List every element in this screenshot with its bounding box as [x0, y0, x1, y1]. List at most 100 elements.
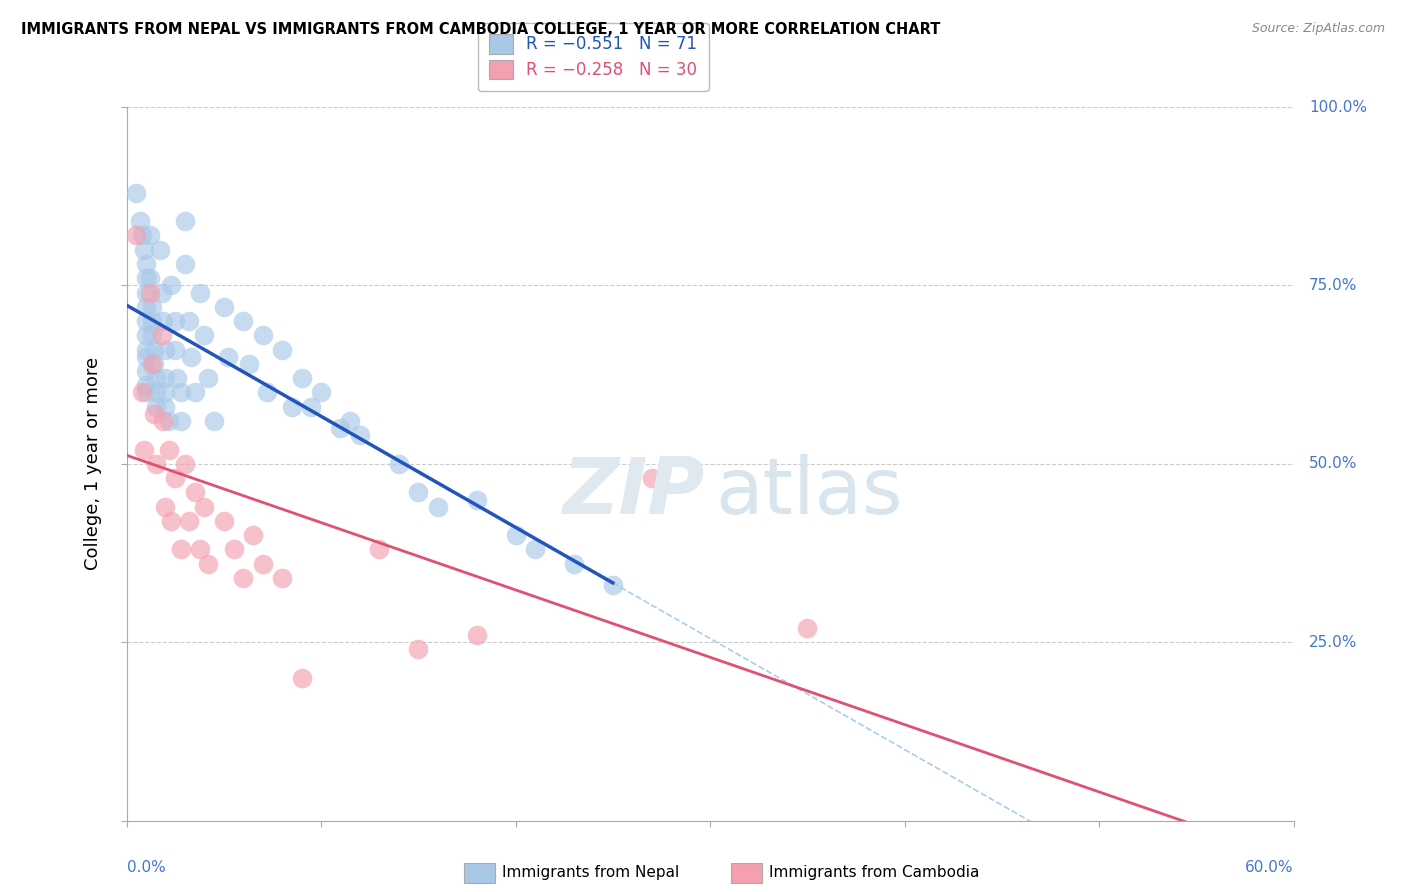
Point [165, 343, 187, 357]
Text: 100.0%: 100.0% [1309, 100, 1367, 114]
Point [135, 350, 157, 364]
Point [232, 314, 254, 328]
Point [505, 528, 527, 542]
Point [139, 228, 162, 243]
Point [193, 328, 215, 343]
Point [155, 343, 177, 357]
Point [165, 314, 187, 328]
Point [796, 621, 818, 635]
Point [281, 400, 304, 414]
Point [142, 343, 165, 357]
Point [465, 492, 488, 507]
Point [125, 228, 148, 243]
Point [197, 557, 219, 571]
Point [131, 228, 153, 243]
Point [197, 371, 219, 385]
Point [157, 442, 180, 457]
Point [135, 314, 157, 328]
Point [190, 285, 212, 300]
Text: IMMIGRANTS FROM NEPAL VS IMMIGRANTS FROM CAMBODIA COLLEGE, 1 YEAR OR MORE CORREL: IMMIGRANTS FROM NEPAL VS IMMIGRANTS FROM… [21, 22, 941, 37]
Point [142, 407, 165, 421]
Point [408, 485, 430, 500]
Point [183, 485, 205, 500]
Point [132, 442, 155, 457]
Y-axis label: College, 1 year or more: College, 1 year or more [84, 358, 103, 570]
Point [152, 314, 174, 328]
Point [135, 271, 157, 285]
Point [135, 285, 157, 300]
Point [523, 542, 546, 557]
Point [212, 300, 235, 314]
Point [157, 414, 180, 428]
Point [329, 421, 352, 435]
Point [349, 428, 371, 442]
Point [152, 414, 174, 428]
Point [222, 542, 245, 557]
Point [252, 557, 274, 571]
Point [232, 571, 254, 585]
Point [242, 528, 264, 542]
Point [141, 300, 163, 314]
Point [135, 364, 157, 378]
Point [129, 214, 152, 228]
Point [465, 628, 488, 642]
Point [141, 328, 163, 343]
Point [217, 350, 239, 364]
Point [170, 542, 193, 557]
Point [180, 350, 202, 364]
Point [155, 400, 177, 414]
Legend: R = −0.551   N = 71, R = −0.258   N = 30: R = −0.551 N = 71, R = −0.258 N = 30 [478, 22, 709, 91]
Point [155, 500, 177, 514]
Point [202, 414, 225, 428]
Text: Immigrants from Cambodia: Immigrants from Cambodia [769, 865, 980, 880]
Point [165, 471, 187, 485]
Point [388, 457, 411, 471]
Point [141, 314, 163, 328]
Point [408, 642, 430, 657]
Text: 50.0%: 50.0% [1309, 457, 1357, 471]
Point [135, 343, 157, 357]
Point [177, 314, 200, 328]
Point [139, 285, 162, 300]
Point [238, 357, 260, 371]
Point [641, 471, 664, 485]
Point [339, 414, 361, 428]
Point [190, 542, 212, 557]
Point [290, 371, 312, 385]
Text: 60.0%: 60.0% [1246, 860, 1294, 875]
Point [602, 578, 624, 592]
Point [170, 385, 193, 400]
Point [174, 214, 197, 228]
Point [150, 328, 173, 343]
Point [125, 186, 148, 200]
Point [145, 371, 167, 385]
Point [309, 385, 332, 400]
Text: atlas: atlas [716, 454, 904, 531]
Point [135, 385, 157, 400]
Point [145, 385, 167, 400]
Point [160, 278, 183, 293]
Point [252, 328, 274, 343]
Point [290, 671, 312, 685]
Point [166, 371, 188, 385]
Point [135, 300, 157, 314]
Point [139, 271, 162, 285]
Text: 75.0%: 75.0% [1309, 278, 1357, 293]
Point [131, 385, 153, 400]
Point [145, 457, 167, 471]
Point [155, 371, 177, 385]
Point [368, 542, 391, 557]
Point [183, 385, 205, 400]
Point [271, 343, 294, 357]
Point [174, 257, 197, 271]
Point [149, 243, 172, 257]
Point [141, 357, 163, 371]
Point [212, 514, 235, 528]
Point [132, 243, 155, 257]
Point [155, 385, 177, 400]
Point [174, 457, 197, 471]
Text: 0.0%: 0.0% [127, 860, 166, 875]
Point [193, 500, 215, 514]
Point [177, 514, 200, 528]
Point [170, 414, 193, 428]
